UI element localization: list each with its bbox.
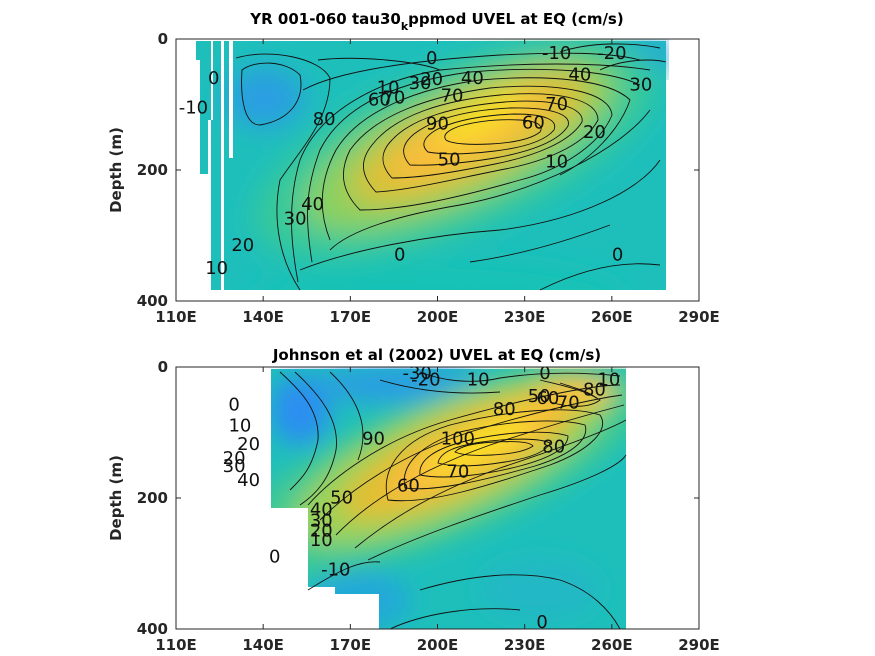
bottom-contour-label: 10 bbox=[467, 370, 490, 391]
top-contour-label: 0 bbox=[394, 245, 405, 266]
bottom-x-tick-label: 260E bbox=[591, 636, 633, 654]
top-contour-label: 30 bbox=[409, 73, 432, 94]
top-contour-label: 30 bbox=[284, 209, 307, 230]
top-panel: YR 001-060 tau30kppmod UVEL at EQ (cm/s) bbox=[107, 10, 720, 326]
top-contour-label: 80 bbox=[313, 109, 336, 130]
top-contour-lines bbox=[235, 43, 667, 291]
top-contour-label: 10 bbox=[205, 258, 228, 279]
bottom-contour-label: 70 bbox=[557, 393, 580, 414]
bottom-contour-label: 20 bbox=[310, 520, 333, 541]
top-y-tick-label: 200 bbox=[137, 161, 168, 179]
top-contour-label: 0 bbox=[208, 68, 219, 89]
bottom-contour-label: 0 bbox=[269, 546, 280, 567]
top-y-tick-label: 0 bbox=[158, 30, 168, 48]
top-y-tick-label: 400 bbox=[137, 292, 168, 310]
top-x-tick-label: 200E bbox=[417, 308, 459, 326]
bottom-x-tick-label: 290E bbox=[678, 636, 720, 654]
top-x-tick-label: 140E bbox=[242, 308, 284, 326]
top-x-tick-label: 110E bbox=[155, 308, 197, 326]
top-contour-label: 0 bbox=[612, 245, 623, 266]
bottom-panel: Johnson et al (2002) UVEL at EQ (cm/s) bbox=[107, 346, 720, 654]
top-contour-label: 20 bbox=[583, 122, 606, 143]
bottom-contour-label: 60 bbox=[536, 388, 559, 409]
bottom-contour-label: 0 bbox=[536, 612, 547, 633]
top-y-axis-label: Depth (m) bbox=[107, 127, 125, 213]
bottom-y-tick-label: 400 bbox=[137, 620, 168, 638]
top-contour-label: 40 bbox=[461, 68, 484, 89]
bottom-contour-label: 50 bbox=[330, 488, 353, 509]
top-contour-label: -10 bbox=[542, 43, 571, 64]
top-contour-label: 60 bbox=[522, 112, 545, 133]
bottom-contour-label: 30 bbox=[310, 510, 333, 531]
top-contour-label: 70 bbox=[545, 94, 568, 115]
top-chart-title: YR 001-060 tau30kppmod UVEL at EQ (cm/s) bbox=[249, 10, 623, 33]
top-x-tick-label: 230E bbox=[504, 308, 546, 326]
bottom-x-tick-label: 140E bbox=[242, 636, 284, 654]
bottom-contour-label: -10 bbox=[321, 560, 350, 581]
bottom-contour-label: 60 bbox=[397, 476, 420, 497]
bottom-contour-label: 10 bbox=[597, 370, 620, 391]
bottom-contour-label: 10 bbox=[310, 530, 333, 551]
top-contour-label: 10 bbox=[545, 152, 568, 173]
bottom-contour-label: 20 bbox=[223, 448, 246, 469]
bottom-contour-label: 90 bbox=[362, 429, 385, 450]
top-contour-label: -20 bbox=[597, 43, 626, 64]
top-x-tick-label: 260E bbox=[591, 308, 633, 326]
top-contour-label: 70 bbox=[441, 85, 464, 106]
bottom-contour-label: 80 bbox=[493, 399, 516, 420]
bottom-contour-label: 100 bbox=[441, 429, 475, 450]
bottom-x-tick-label: 110E bbox=[155, 636, 197, 654]
top-contour-label: 0 bbox=[426, 48, 437, 69]
bottom-contour-label: 0 bbox=[539, 363, 550, 384]
bottom-contour-label: -30 bbox=[402, 363, 431, 384]
top-contour-label: 60 bbox=[368, 89, 391, 110]
top-contour-label: -10 bbox=[179, 97, 208, 118]
bottom-contour-label: 30 bbox=[223, 456, 246, 477]
bottom-contour-label: 40 bbox=[310, 499, 333, 520]
bottom-contour-label: 0 bbox=[228, 394, 239, 415]
top-contour-label: 90 bbox=[426, 114, 449, 135]
top-contour-label: 30 bbox=[629, 74, 652, 95]
top-contour-label: 70 bbox=[382, 87, 405, 108]
bottom-contour-label: 10 bbox=[228, 415, 251, 436]
bottom-x-tick-label: 170E bbox=[330, 636, 372, 654]
bottom-x-tick-label: 200E bbox=[417, 636, 459, 654]
bottom-contour-label: 80 bbox=[542, 436, 565, 457]
bottom-contour-label: 40 bbox=[237, 470, 260, 491]
top-contour-label: 40 bbox=[568, 65, 591, 86]
bottom-contour-label: 50 bbox=[528, 386, 551, 407]
bottom-contour-label: 80 bbox=[583, 379, 606, 400]
bottom-contour-lines bbox=[279, 371, 627, 629]
bottom-y-tick-label: 0 bbox=[158, 358, 168, 376]
top-contour-label: 20 bbox=[420, 69, 443, 90]
top-contour-label: 50 bbox=[438, 150, 461, 171]
top-contour-label: 10 bbox=[377, 78, 400, 99]
top-contour-label: 20 bbox=[231, 235, 254, 256]
top-x-tick-label: 170E bbox=[330, 308, 372, 326]
bottom-x-tick-label: 230E bbox=[504, 636, 546, 654]
bottom-contour-label: 70 bbox=[446, 461, 469, 482]
bottom-y-tick-label: 200 bbox=[137, 489, 168, 507]
bottom-chart-title: Johnson et al (2002) UVEL at EQ (cm/s) bbox=[272, 346, 601, 364]
bottom-contour-label: -20 bbox=[411, 370, 440, 391]
top-contour-label: 40 bbox=[301, 194, 324, 215]
bottom-contour-label: 20 bbox=[237, 434, 260, 455]
bottom-y-axis-label: Depth (m) bbox=[107, 455, 125, 541]
top-x-tick-label: 290E bbox=[678, 308, 720, 326]
